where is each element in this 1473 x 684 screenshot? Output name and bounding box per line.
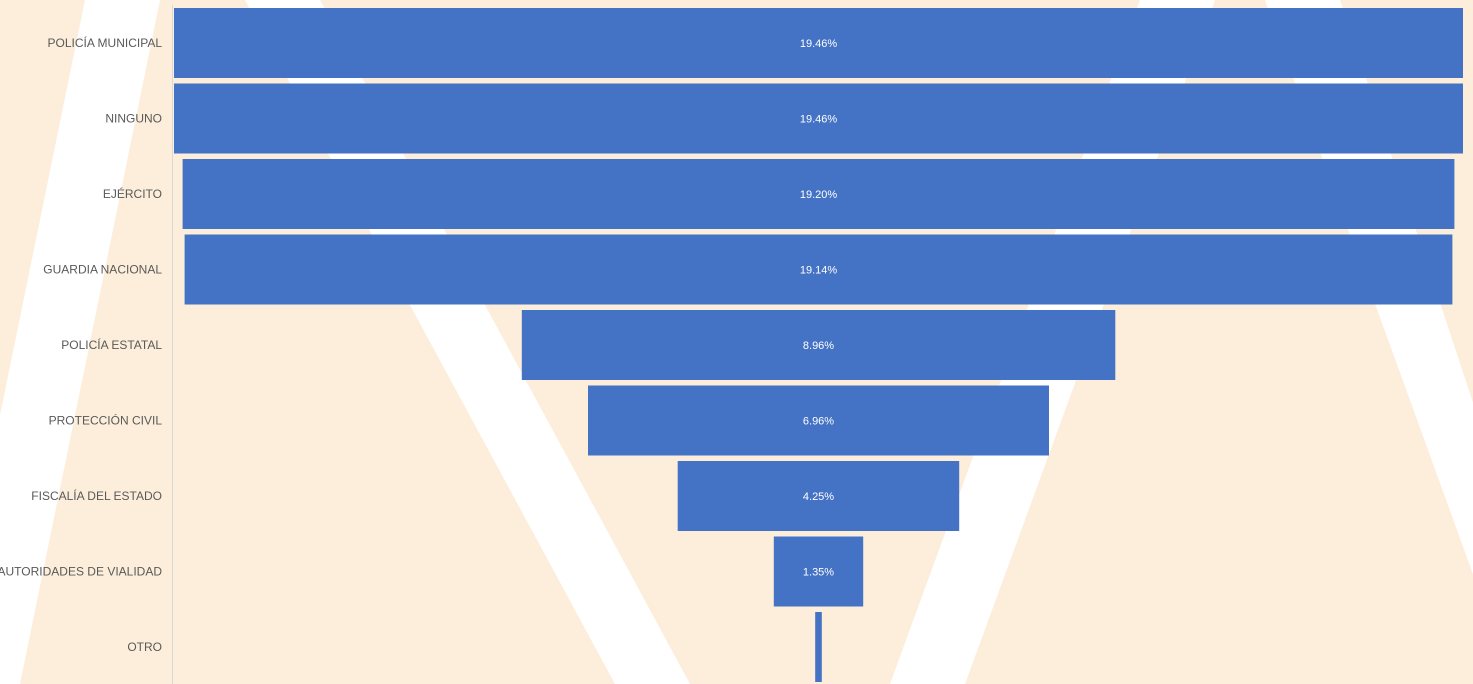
category-label: GUARDIA NACIONAL	[43, 263, 162, 277]
data-label: 4.25%	[803, 491, 834, 503]
funnel-bar	[521, 310, 1116, 380]
data-label: 19.14%	[800, 265, 838, 277]
funnel-bar	[184, 234, 1453, 305]
labels-layer: POLICÍA MUNICIPAL 19.46% NINGUNO 19.46% EJÉR…	[0, 35, 837, 654]
category-label: EJÉRCITO	[103, 186, 162, 201]
category-label: AUTORIDADES DE VIALIDAD	[0, 565, 162, 579]
category-label: PROTECCIÓN CIVIL	[49, 413, 163, 428]
category-label: FISCALÍA DEL ESTADO	[31, 488, 162, 503]
funnel-bar	[815, 612, 822, 682]
funnel-bar	[677, 461, 960, 531]
data-label: 19.46%	[800, 114, 838, 126]
funnel-bar	[182, 159, 1455, 229]
data-label: 8.96%	[803, 340, 834, 352]
funnel-bar	[588, 385, 1049, 456]
data-label: 19.46%	[800, 38, 838, 50]
category-label: POLICÍA ESTATAL	[61, 337, 162, 352]
funnel-bar	[773, 536, 864, 607]
data-label: 6.96%	[803, 416, 834, 428]
category-label: POLICÍA MUNICIPAL	[48, 35, 163, 50]
background-stripe-1	[0, 0, 160, 684]
bar-series	[174, 8, 1463, 682]
category-label: NINGUNO	[105, 112, 162, 126]
data-label: 19.20%	[800, 189, 838, 201]
funnel-bar	[174, 83, 1463, 154]
category-label: OTRO	[127, 640, 162, 654]
data-label: 1.35%	[803, 567, 834, 579]
funnel-bar	[174, 8, 1463, 78]
